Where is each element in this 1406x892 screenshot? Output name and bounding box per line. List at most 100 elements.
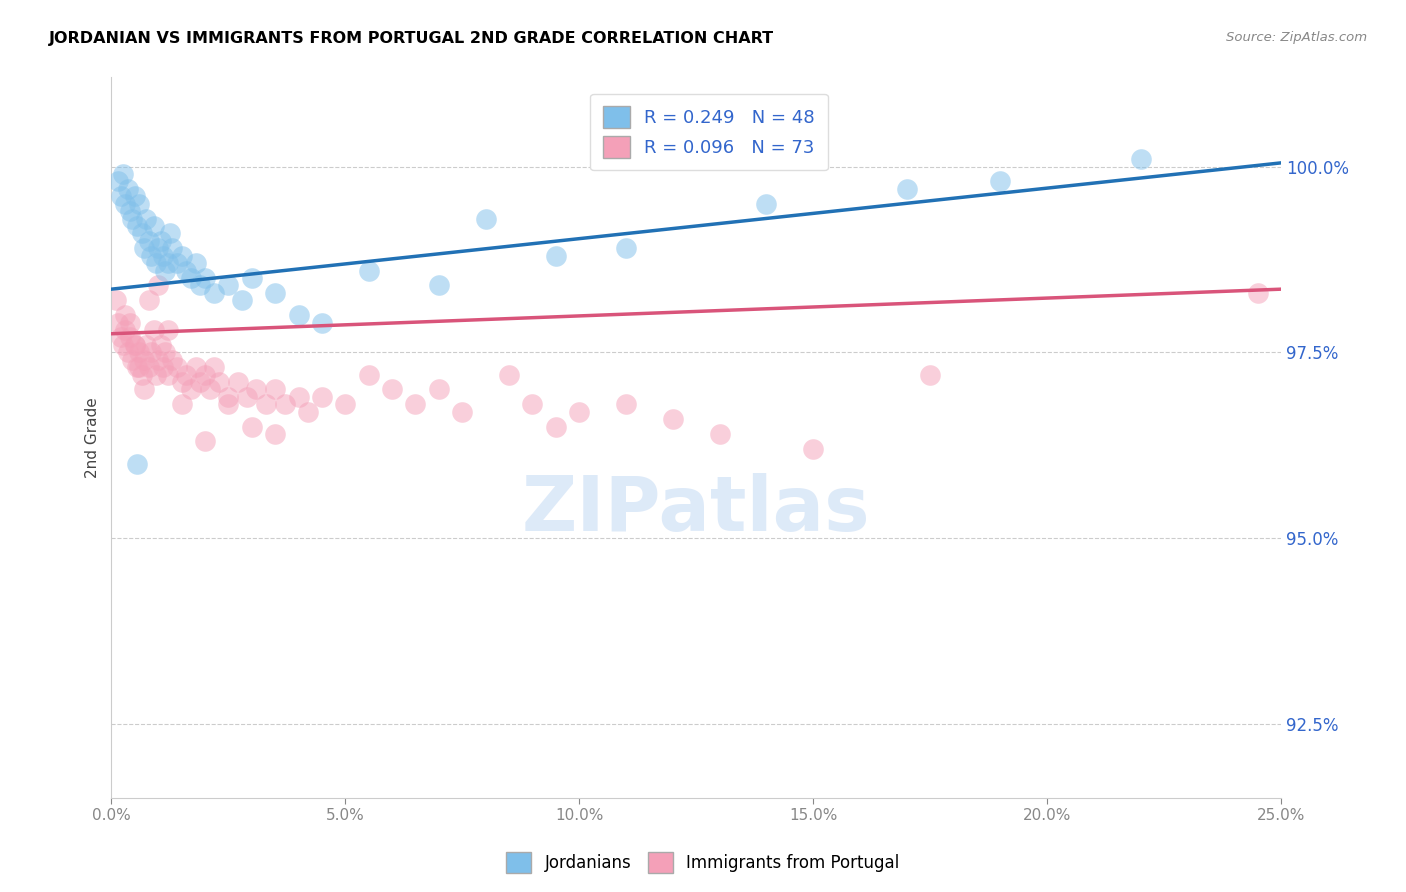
Point bbox=[202, 285, 225, 300]
Point bbox=[148, 241, 170, 255]
Point bbox=[107, 316, 129, 330]
Point bbox=[152, 360, 174, 375]
Point bbox=[128, 345, 150, 359]
Point bbox=[988, 174, 1011, 188]
Point bbox=[170, 249, 193, 263]
Point bbox=[208, 375, 231, 389]
Point bbox=[127, 360, 149, 375]
Point bbox=[131, 368, 153, 382]
Point bbox=[128, 360, 150, 375]
Point bbox=[110, 330, 132, 344]
Point bbox=[134, 383, 156, 397]
Point bbox=[105, 293, 128, 308]
Point bbox=[217, 397, 239, 411]
Point bbox=[180, 383, 202, 397]
Point bbox=[357, 368, 380, 382]
Point bbox=[135, 338, 157, 352]
Point bbox=[198, 383, 221, 397]
Point bbox=[231, 293, 253, 308]
Point bbox=[170, 397, 193, 411]
Point bbox=[217, 390, 239, 404]
Point bbox=[156, 323, 179, 337]
Point bbox=[174, 263, 197, 277]
Point bbox=[114, 308, 136, 322]
Point bbox=[544, 419, 567, 434]
Point bbox=[194, 434, 217, 449]
Point bbox=[155, 263, 177, 277]
Point bbox=[1246, 285, 1268, 300]
Point bbox=[121, 352, 143, 367]
Point bbox=[184, 256, 207, 270]
Point bbox=[405, 397, 427, 411]
Point bbox=[801, 442, 824, 456]
Legend: R = 0.249   N = 48, R = 0.096   N = 73: R = 0.249 N = 48, R = 0.096 N = 73 bbox=[591, 94, 828, 170]
Point bbox=[127, 457, 149, 471]
Point bbox=[138, 360, 160, 375]
Point bbox=[264, 383, 287, 397]
Point bbox=[117, 182, 139, 196]
Point bbox=[134, 352, 156, 367]
Point bbox=[188, 278, 211, 293]
Point bbox=[131, 227, 153, 241]
Point bbox=[1129, 152, 1152, 166]
Point bbox=[202, 360, 225, 375]
Point bbox=[159, 227, 181, 241]
Point bbox=[149, 234, 172, 248]
Point bbox=[107, 174, 129, 188]
Text: ZIPatlas: ZIPatlas bbox=[522, 473, 870, 547]
Point bbox=[148, 352, 170, 367]
Point bbox=[381, 383, 404, 397]
Point bbox=[124, 338, 146, 352]
Point bbox=[138, 293, 160, 308]
Point bbox=[357, 263, 380, 277]
Point bbox=[138, 234, 160, 248]
Point bbox=[128, 196, 150, 211]
Point bbox=[287, 308, 309, 322]
Point bbox=[920, 368, 942, 382]
Point bbox=[184, 360, 207, 375]
Point bbox=[273, 397, 295, 411]
Point bbox=[287, 390, 309, 404]
Point bbox=[149, 338, 172, 352]
Point bbox=[240, 419, 263, 434]
Point bbox=[142, 219, 165, 233]
Point bbox=[110, 189, 132, 203]
Point bbox=[236, 390, 259, 404]
Point bbox=[245, 383, 267, 397]
Point bbox=[156, 256, 179, 270]
Point bbox=[135, 211, 157, 226]
Point bbox=[141, 249, 163, 263]
Point bbox=[112, 167, 135, 181]
Point bbox=[264, 285, 287, 300]
Point bbox=[124, 189, 146, 203]
Point bbox=[544, 249, 567, 263]
Point bbox=[152, 249, 174, 263]
Point bbox=[160, 352, 183, 367]
Point bbox=[155, 345, 177, 359]
Point bbox=[311, 390, 333, 404]
Point bbox=[160, 241, 183, 255]
Point bbox=[568, 405, 591, 419]
Point bbox=[121, 211, 143, 226]
Point bbox=[311, 316, 333, 330]
Point bbox=[170, 375, 193, 389]
Point bbox=[117, 345, 139, 359]
Point bbox=[709, 427, 731, 442]
Y-axis label: 2nd Grade: 2nd Grade bbox=[86, 397, 100, 478]
Point bbox=[180, 271, 202, 285]
Point bbox=[240, 271, 263, 285]
Point bbox=[145, 256, 167, 270]
Point bbox=[124, 338, 146, 352]
Point bbox=[120, 204, 142, 219]
Point bbox=[254, 397, 277, 411]
Point bbox=[174, 368, 197, 382]
Point bbox=[112, 338, 135, 352]
Point bbox=[194, 368, 217, 382]
Point bbox=[896, 182, 918, 196]
Point bbox=[662, 412, 685, 426]
Point bbox=[141, 345, 163, 359]
Point bbox=[166, 360, 188, 375]
Point bbox=[148, 278, 170, 293]
Point bbox=[134, 241, 156, 255]
Point bbox=[297, 405, 319, 419]
